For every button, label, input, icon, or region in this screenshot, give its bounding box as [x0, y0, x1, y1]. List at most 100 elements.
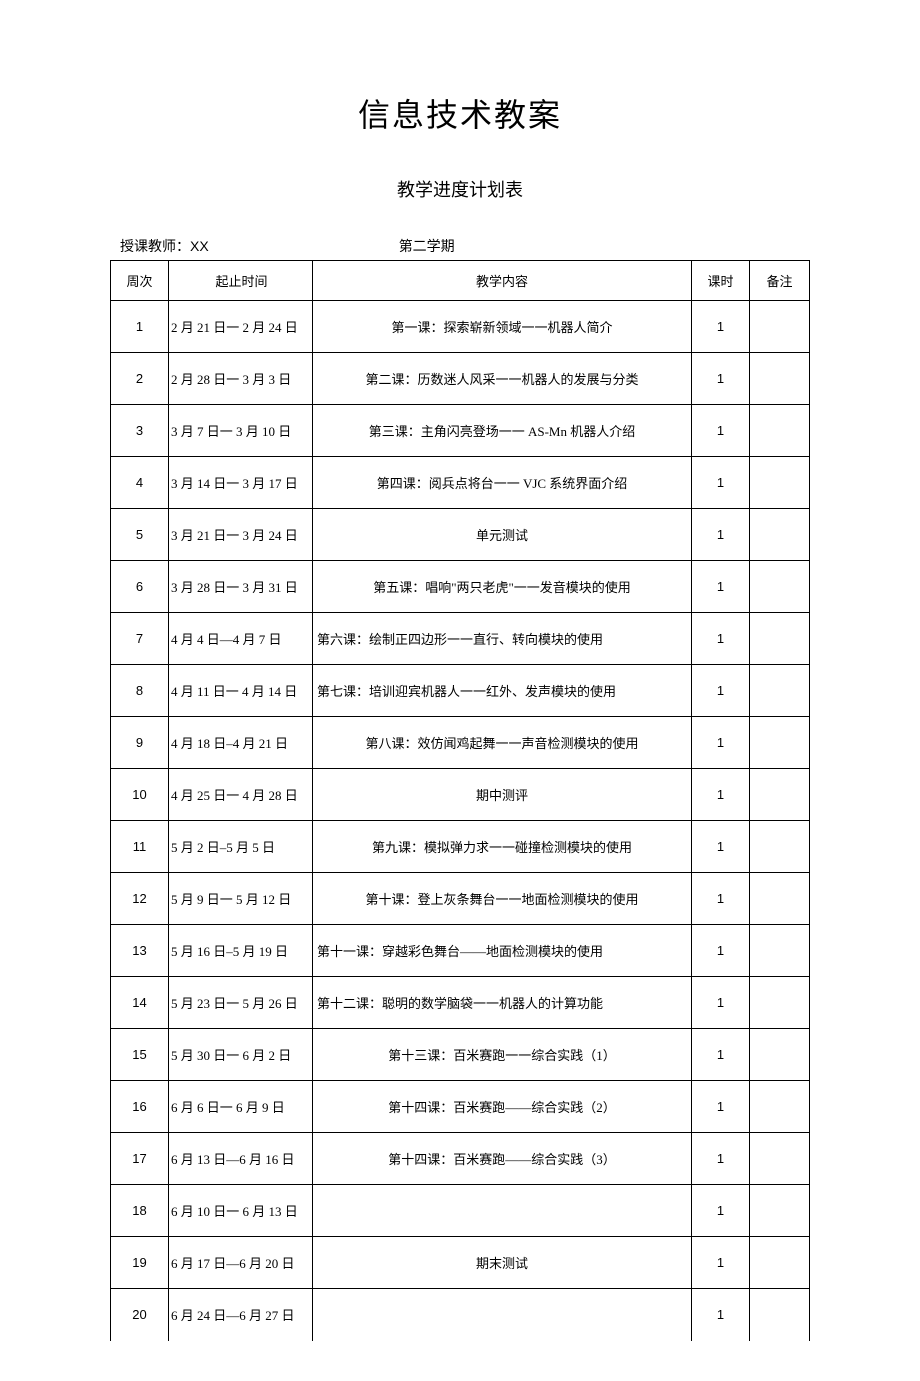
cell-dates: 3 月 7 日一 3 月 10 日	[169, 405, 313, 457]
cell-week: 18	[111, 1185, 169, 1237]
table-row: 125 月 9 日一 5 月 12 日第十课：登上灰条舞台一一地面检测模块的使用…	[111, 873, 810, 925]
cell-hours: 1	[692, 1029, 750, 1081]
cell-dates: 5 月 2 日–5 月 5 日	[169, 821, 313, 873]
cell-dates: 4 月 25 日一 4 月 28 日	[169, 769, 313, 821]
cell-notes	[750, 873, 810, 925]
header-week: 周次	[111, 261, 169, 301]
cell-dates: 6 月 24 日—6 月 27 日	[169, 1289, 313, 1341]
cell-content: 第十三课：百米赛跑一一综合实践（1）	[313, 1029, 692, 1081]
cell-content: 第十四课：百米赛跑——综合实践（2）	[313, 1081, 692, 1133]
cell-week: 1	[111, 301, 169, 353]
table-row: 12 月 21 日一 2 月 24 日第一课：探索崭新领域一一机器人简介1	[111, 301, 810, 353]
table-row: 176 月 13 日—6 月 16 日第十四课：百米赛跑——综合实践（3）1	[111, 1133, 810, 1185]
cell-notes	[750, 561, 810, 613]
cell-notes	[750, 613, 810, 665]
cell-content: 第六课：绘制正四边形一一直行、转向模块的使用	[313, 613, 692, 665]
cell-notes	[750, 821, 810, 873]
cell-content	[313, 1185, 692, 1237]
cell-content: 第三课：主角闪亮登场一一 AS-Mn 机器人介绍	[313, 405, 692, 457]
header-row: 周次 起止时间 教学内容 课时 备注	[111, 261, 810, 301]
cell-content: 第一课：探索崭新领域一一机器人简介	[313, 301, 692, 353]
table-row: 145 月 23 日一 5 月 26 日第十二课：聪明的数学脑袋一一机器人的计算…	[111, 977, 810, 1029]
cell-week: 16	[111, 1081, 169, 1133]
cell-hours: 1	[692, 665, 750, 717]
cell-content: 第七课：培训迎宾机器人一一红外、发声模块的使用	[313, 665, 692, 717]
meta-row: 授课教师：XX 第二学期	[110, 236, 810, 256]
table-row: 74 月 4 日—4 月 7 日第六课：绘制正四边形一一直行、转向模块的使用1	[111, 613, 810, 665]
table-row: 196 月 17 日—6 月 20 日期末测试1	[111, 1237, 810, 1289]
cell-content: 第十二课：聪明的数学脑袋一一机器人的计算功能	[313, 977, 692, 1029]
cell-dates: 5 月 9 日一 5 月 12 日	[169, 873, 313, 925]
cell-week: 19	[111, 1237, 169, 1289]
cell-week: 8	[111, 665, 169, 717]
cell-hours: 1	[692, 613, 750, 665]
cell-content: 期中测评	[313, 769, 692, 821]
cell-dates: 6 月 6 日一 6 月 9 日	[169, 1081, 313, 1133]
cell-week: 13	[111, 925, 169, 977]
cell-hours: 1	[692, 1133, 750, 1185]
cell-hours: 1	[692, 509, 750, 561]
cell-notes	[750, 925, 810, 977]
cell-week: 14	[111, 977, 169, 1029]
cell-week: 11	[111, 821, 169, 873]
cell-week: 5	[111, 509, 169, 561]
table-row: 186 月 10 日一 6 月 13 日1	[111, 1185, 810, 1237]
cell-notes	[750, 717, 810, 769]
cell-dates: 3 月 28 日一 3 月 31 日	[169, 561, 313, 613]
cell-dates: 6 月 13 日—6 月 16 日	[169, 1133, 313, 1185]
main-title: 信息技术教案	[110, 90, 810, 136]
cell-notes	[750, 509, 810, 561]
cell-dates: 3 月 21 日一 3 月 24 日	[169, 509, 313, 561]
cell-dates: 5 月 16 日–5 月 19 日	[169, 925, 313, 977]
cell-week: 9	[111, 717, 169, 769]
semester-label: 第二学期	[399, 236, 455, 256]
cell-notes	[750, 1081, 810, 1133]
cell-week: 12	[111, 873, 169, 925]
cell-content: 第九课：模拟弹力求一一碰撞检测模块的使用	[313, 821, 692, 873]
cell-content: 第四课：阅兵点将台一一 VJC 系统界面介绍	[313, 457, 692, 509]
cell-content: 第十一课：穿越彩色舞台——地面检测模块的使用	[313, 925, 692, 977]
cell-content	[313, 1289, 692, 1341]
cell-hours: 1	[692, 457, 750, 509]
cell-dates: 5 月 23 日一 5 月 26 日	[169, 977, 313, 1029]
cell-dates: 3 月 14 日一 3 月 17 日	[169, 457, 313, 509]
table-row: 84 月 11 日一 4 月 14 日第七课：培训迎宾机器人一一红外、发声模块的…	[111, 665, 810, 717]
cell-notes	[750, 1237, 810, 1289]
table-row: 94 月 18 日–4 月 21 日第八课：效仿闻鸡起舞一一声音检测模块的使用1	[111, 717, 810, 769]
cell-hours: 1	[692, 821, 750, 873]
cell-dates: 4 月 18 日–4 月 21 日	[169, 717, 313, 769]
table-row: 166 月 6 日一 6 月 9 日第十四课：百米赛跑——综合实践（2）1	[111, 1081, 810, 1133]
table-row: 104 月 25 日一 4 月 28 日期中测评1	[111, 769, 810, 821]
cell-notes	[750, 301, 810, 353]
cell-dates: 6 月 10 日一 6 月 13 日	[169, 1185, 313, 1237]
cell-hours: 1	[692, 353, 750, 405]
cell-dates: 5 月 30 日一 6 月 2 日	[169, 1029, 313, 1081]
cell-week: 6	[111, 561, 169, 613]
cell-hours: 1	[692, 769, 750, 821]
cell-week: 15	[111, 1029, 169, 1081]
header-hours: 课时	[692, 261, 750, 301]
cell-week: 4	[111, 457, 169, 509]
table-row: 33 月 7 日一 3 月 10 日第三课：主角闪亮登场一一 AS-Mn 机器人…	[111, 405, 810, 457]
cell-notes	[750, 1289, 810, 1341]
cell-hours: 1	[692, 1237, 750, 1289]
cell-hours: 1	[692, 1081, 750, 1133]
cell-week: 7	[111, 613, 169, 665]
cell-week: 3	[111, 405, 169, 457]
header-dates: 起止时间	[169, 261, 313, 301]
teacher-name: XX	[190, 238, 209, 254]
table-row: 63 月 28 日一 3 月 31 日第五课：唱响"两只老虎"一一发音模块的使用…	[111, 561, 810, 613]
table-row: 43 月 14 日一 3 月 17 日第四课：阅兵点将台一一 VJC 系统界面介…	[111, 457, 810, 509]
cell-content: 期末测试	[313, 1237, 692, 1289]
table-row: 135 月 16 日–5 月 19 日第十一课：穿越彩色舞台——地面检测模块的使…	[111, 925, 810, 977]
cell-notes	[750, 1029, 810, 1081]
table-row: 115 月 2 日–5 月 5 日第九课：模拟弹力求一一碰撞检测模块的使用1	[111, 821, 810, 873]
cell-notes	[750, 665, 810, 717]
sub-title: 教学进度计划表	[110, 176, 810, 202]
cell-hours: 1	[692, 1289, 750, 1341]
cell-hours: 1	[692, 873, 750, 925]
teacher-label-text: 授课教师：	[120, 240, 190, 255]
cell-dates: 2 月 21 日一 2 月 24 日	[169, 301, 313, 353]
cell-notes	[750, 353, 810, 405]
table-row: 155 月 30 日一 6 月 2 日第十三课：百米赛跑一一综合实践（1）1	[111, 1029, 810, 1081]
